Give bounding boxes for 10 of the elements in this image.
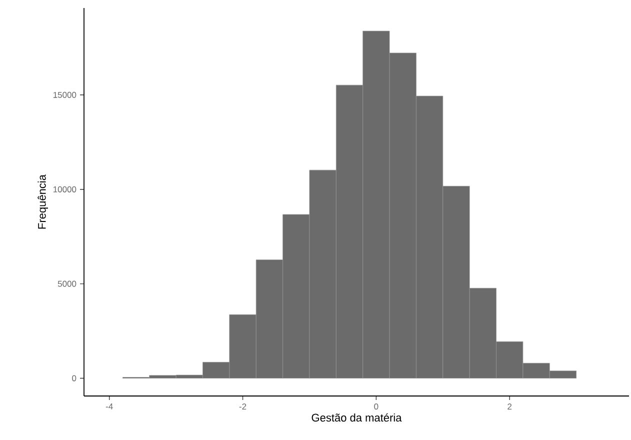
x-axis-title: Gestão da matéria [312, 413, 402, 422]
y-tick-label: 5000 [58, 280, 76, 287]
y-tick-label: 0 [72, 375, 76, 382]
x-tick-label: 2 [508, 404, 512, 410]
y-axis-title: Frequência [38, 174, 48, 229]
y-tick-label: 15000 [53, 92, 76, 98]
y-tick-label: 10000 [53, 186, 76, 192]
x-tick-label: 0 [374, 404, 378, 410]
x-tick-label: -2 [239, 404, 246, 410]
x-tick-label: -4 [106, 404, 113, 410]
